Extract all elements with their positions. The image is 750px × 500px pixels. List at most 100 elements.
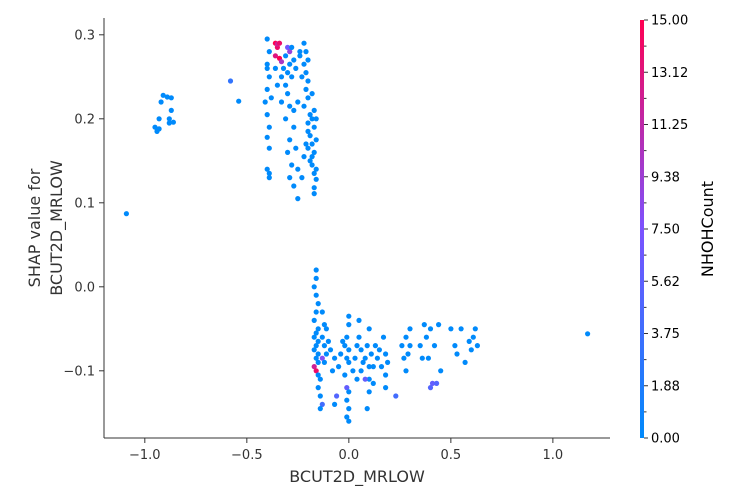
- scatter-point: [319, 334, 325, 340]
- scatter-point: [319, 309, 325, 315]
- scatter-point: [364, 343, 370, 349]
- scatter-point: [311, 334, 317, 340]
- scatter-point: [313, 368, 319, 374]
- scatter-point: [311, 317, 317, 323]
- scatter-point: [303, 86, 309, 92]
- x-tick-label: 0.0: [338, 448, 359, 463]
- scatter-point: [299, 175, 305, 181]
- scatter-point: [287, 61, 293, 67]
- scatter-point: [470, 334, 476, 340]
- scatter-point: [325, 338, 331, 344]
- scatter-point: [285, 44, 291, 51]
- x-tick-label: 0.5: [441, 448, 462, 463]
- y-axis-title-line: SHAP value for: [25, 168, 44, 287]
- scatter-point: [297, 53, 303, 59]
- scatter-point: [342, 343, 348, 349]
- scatter-point: [315, 301, 321, 307]
- scatter-point: [313, 292, 319, 298]
- scatter-point: [427, 326, 434, 332]
- scatter-point: [370, 380, 376, 386]
- colorbar-tick-label: 3.75: [651, 327, 680, 342]
- scatter-point: [438, 368, 444, 374]
- scatter-point: [266, 49, 272, 55]
- axes: [103, 18, 610, 439]
- colorbar-tick-label: 15.00: [651, 14, 688, 29]
- scatter-point: [425, 355, 431, 361]
- scatter-point: [309, 91, 315, 97]
- scatter-point: [383, 385, 389, 391]
- y-tick-label: 0.1: [74, 196, 95, 211]
- scatter-point: [368, 351, 374, 357]
- scatter-point: [321, 322, 327, 328]
- scatter-point: [278, 59, 285, 65]
- scatter-point: [346, 359, 352, 365]
- scatter-point: [280, 65, 287, 71]
- colorbar-title: NHOHCount: [698, 181, 717, 277]
- scatter-point: [293, 65, 299, 71]
- scatter-point: [301, 154, 307, 160]
- scatter-point: [291, 57, 297, 63]
- y-tick-label: 0.2: [74, 112, 95, 127]
- scatter-point: [291, 124, 297, 130]
- scatter-point: [264, 86, 270, 92]
- scatter-point: [407, 343, 413, 349]
- scatter-point: [311, 149, 317, 155]
- scatter-point: [264, 112, 270, 118]
- scatter-point: [287, 103, 293, 109]
- scatter-point: [472, 326, 478, 332]
- scatter-points: [123, 36, 591, 424]
- scatter-point: [383, 351, 389, 357]
- scatter-point: [283, 116, 289, 122]
- scatter-point: [372, 343, 378, 349]
- x-axis-ticks: −1.0 −0.5 0.0 0.5 1.0: [129, 438, 563, 463]
- y-axis-title: SHAP value for BCUT2D_MRLOW: [25, 160, 67, 296]
- scatter-point: [305, 57, 311, 63]
- scatter-point: [266, 175, 272, 181]
- scatter-point: [362, 376, 368, 382]
- scatter-point: [344, 334, 350, 340]
- scatter-point: [283, 53, 289, 59]
- scatter-point: [289, 44, 295, 51]
- scatter-point: [315, 326, 321, 332]
- scatter-point: [405, 351, 411, 357]
- x-tick-label: −1.0: [129, 448, 161, 463]
- scatter-point: [283, 82, 289, 88]
- scatter-point: [289, 162, 295, 168]
- scatter-point: [301, 40, 307, 46]
- scatter-point: [291, 183, 297, 189]
- colorbar-tick-label: 11.25: [651, 118, 688, 133]
- scatter-point: [313, 343, 319, 349]
- scatter-point: [168, 107, 174, 113]
- scatter-point: [434, 380, 440, 386]
- scatter-point: [311, 124, 317, 130]
- scatter-point: [356, 317, 362, 323]
- scatter-point: [346, 389, 352, 395]
- scatter-point: [344, 397, 350, 403]
- scatter-point: [289, 74, 295, 80]
- scatter-point: [401, 355, 407, 361]
- scatter-point: [313, 116, 319, 122]
- scatter-point: [346, 418, 352, 424]
- scatter-point: [278, 74, 285, 80]
- scatter-point: [374, 355, 380, 361]
- scatter-point: [417, 343, 423, 349]
- scatter-point: [309, 162, 315, 168]
- scatter-point: [350, 368, 356, 374]
- scatter-point: [305, 95, 311, 101]
- colorbar-tick-label: 0.00: [651, 432, 680, 447]
- scatter-point: [317, 393, 323, 399]
- scatter-point: [429, 380, 436, 386]
- scatter-point: [458, 326, 464, 332]
- scatter-point: [323, 326, 329, 332]
- scatter-point: [313, 309, 319, 315]
- scatter-point: [466, 338, 472, 344]
- scatter-point: [346, 347, 352, 353]
- scatter-point: [305, 145, 311, 151]
- scatter-point: [419, 355, 425, 361]
- scatter-point: [276, 40, 283, 46]
- scatter-point: [346, 406, 352, 412]
- scatter-point: [160, 92, 166, 98]
- scatter-point: [332, 401, 338, 407]
- scatter-point: [295, 196, 301, 202]
- scatter-point: [311, 170, 317, 176]
